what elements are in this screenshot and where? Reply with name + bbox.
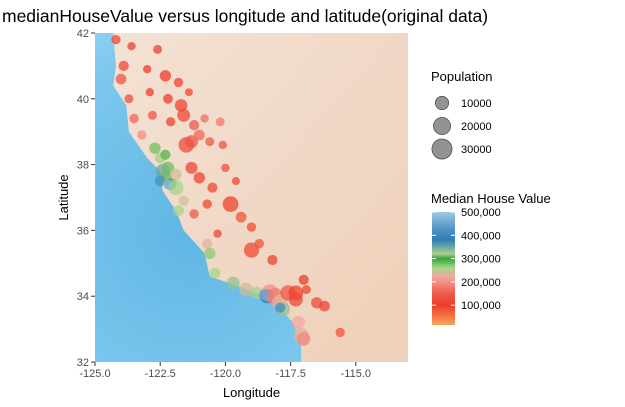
x-tick-label: -125.0	[79, 368, 110, 380]
size-legend-label: 20000	[461, 121, 492, 133]
plot-panel	[95, 33, 409, 362]
data-point	[291, 316, 305, 329]
x-tick-label: -120.0	[210, 368, 241, 380]
x-tick-label: -115.0	[341, 368, 371, 380]
data-point	[193, 172, 205, 184]
x-axis-title: Longitude	[223, 385, 280, 400]
x-tick-label: -122.5	[145, 368, 176, 380]
data-point	[239, 282, 254, 297]
data-point	[115, 73, 127, 85]
data-point	[173, 205, 184, 217]
data-point	[124, 94, 134, 104]
data-point	[145, 88, 154, 97]
data-point	[297, 332, 311, 346]
data-point	[209, 267, 221, 279]
chart-title: medianHouseValue versus longitude and la…	[2, 6, 489, 26]
size-legend: Population 10000 20000 30000	[431, 69, 492, 160]
data-point	[205, 137, 215, 147]
data-point	[161, 161, 175, 175]
size-legend-label: 10000	[461, 98, 492, 110]
colorbar-label: 200,000	[461, 277, 501, 289]
data-point	[177, 108, 191, 122]
data-point	[204, 247, 216, 260]
y-tick-label: 34	[77, 291, 89, 303]
data-point	[207, 182, 218, 193]
data-point	[111, 34, 121, 45]
data-point	[184, 88, 193, 97]
data-point	[147, 110, 157, 120]
data-point	[218, 140, 227, 150]
data-point	[193, 129, 205, 141]
data-point	[275, 302, 286, 313]
data-point	[137, 130, 147, 140]
color-legend: Median House Value 500,000 400,000 300,000…	[431, 191, 551, 325]
y-tick-label: 32	[77, 357, 89, 369]
data-point	[200, 114, 209, 123]
data-points	[111, 34, 345, 346]
data-point	[127, 42, 136, 51]
data-point	[174, 99, 188, 112]
data-point	[259, 289, 270, 300]
data-point	[301, 285, 311, 295]
data-point	[170, 168, 182, 181]
data-point	[189, 209, 199, 219]
data-point	[213, 229, 222, 238]
size-legend-key	[433, 117, 451, 135]
data-point	[154, 175, 166, 187]
data-point	[153, 44, 163, 54]
data-point	[235, 211, 247, 223]
color-legend-title: Median House Value	[431, 191, 551, 206]
size-legend-label: 30000	[461, 144, 492, 156]
data-point	[254, 238, 264, 249]
colorbar-label: 100,000	[461, 300, 501, 312]
data-point	[162, 179, 174, 190]
data-point	[231, 177, 240, 185]
data-point	[178, 195, 189, 206]
data-point	[185, 135, 198, 149]
data-point	[298, 274, 309, 285]
data-point	[189, 120, 200, 131]
data-point	[143, 65, 152, 74]
data-point	[149, 142, 161, 154]
y-tick-label: 42	[77, 28, 89, 40]
data-point	[221, 163, 230, 173]
colorbar-label: 300,000	[461, 254, 501, 266]
data-point	[222, 196, 239, 213]
y-tick-label: 36	[77, 225, 89, 237]
colorbar-label: 500,000	[461, 207, 501, 219]
data-point	[202, 199, 212, 209]
data-point	[267, 254, 278, 266]
size-legend-key	[434, 96, 449, 111]
data-point	[226, 276, 240, 290]
axes: -125.0 -122.5 -120.0 -117.5 -115.0 32 34 36 38 40…	[77, 28, 371, 380]
data-point	[163, 93, 173, 104]
data-point	[160, 149, 171, 160]
data-point	[185, 161, 198, 174]
colorbar-label: 400,000	[461, 230, 501, 242]
y-tick-label: 38	[77, 160, 89, 172]
data-point	[319, 300, 330, 312]
size-legend-title: Population	[431, 69, 492, 84]
data-point	[202, 238, 213, 249]
data-point	[246, 222, 257, 232]
data-point	[243, 242, 260, 258]
data-point	[173, 77, 184, 88]
y-tick-label: 40	[77, 94, 89, 106]
data-point	[159, 70, 172, 82]
data-point	[335, 327, 345, 338]
data-point	[129, 113, 139, 124]
data-point	[288, 292, 303, 307]
data-point	[118, 60, 129, 71]
x-tick-label: -117.5	[275, 368, 305, 380]
data-point	[215, 117, 225, 127]
size-legend-key	[431, 138, 453, 160]
y-axis-title: Latitude	[56, 174, 71, 220]
colorbar	[432, 212, 455, 325]
data-point	[165, 117, 176, 127]
